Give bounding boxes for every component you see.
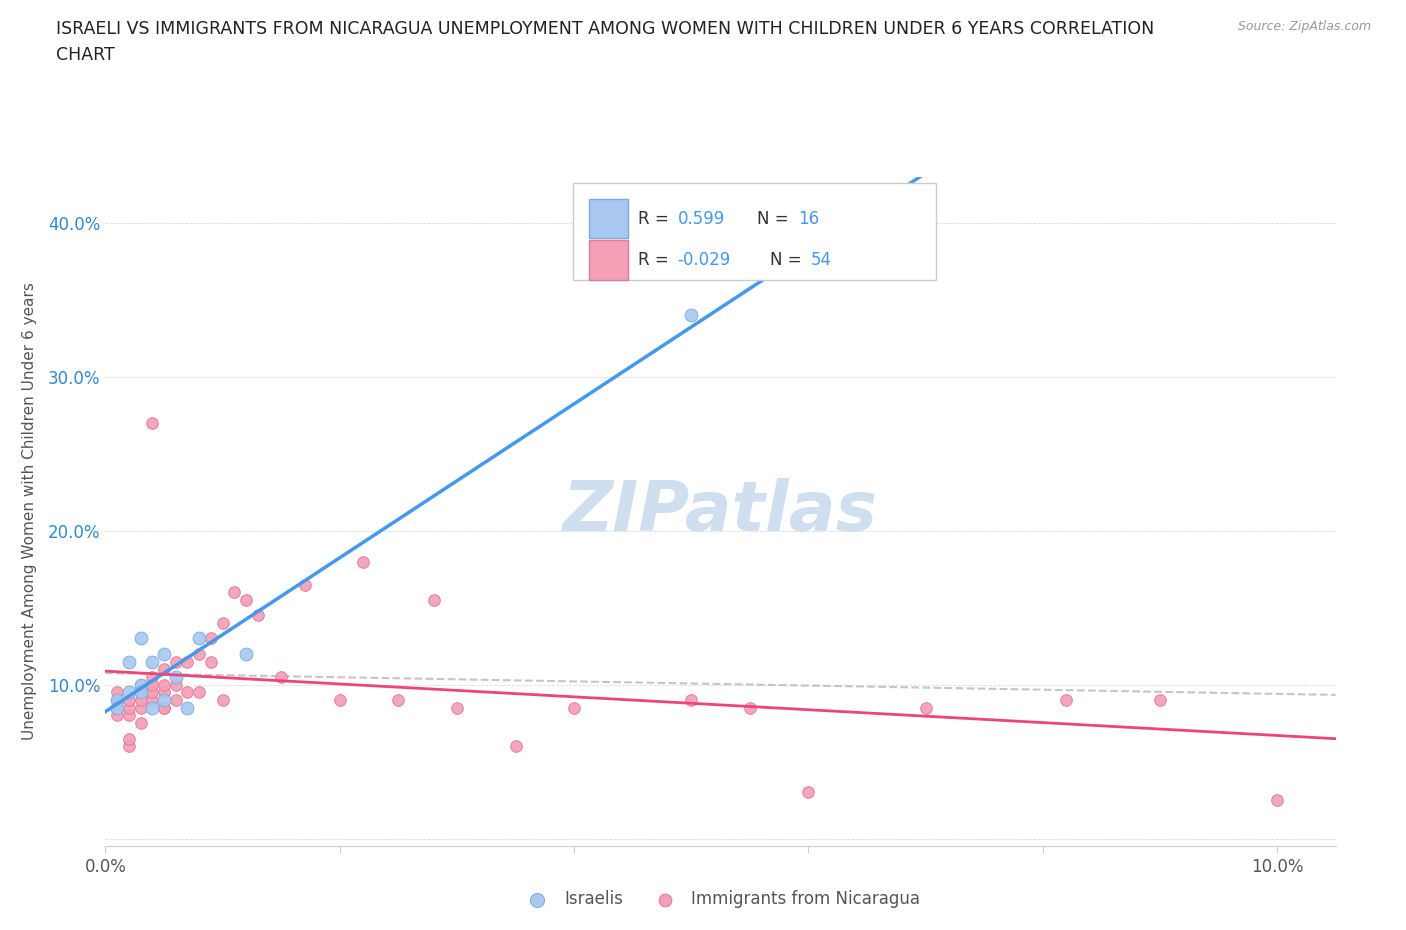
Text: R =: R = — [638, 210, 673, 228]
Point — [165, 677, 187, 692]
Text: R =: R = — [638, 251, 673, 269]
Point — [153, 693, 176, 708]
Point — [188, 684, 211, 699]
Point — [200, 654, 222, 669]
Point — [329, 693, 352, 708]
Point — [681, 693, 703, 708]
Point — [153, 700, 176, 715]
Point — [188, 646, 211, 661]
Text: ZIPatlas: ZIPatlas — [562, 478, 879, 545]
Point — [200, 631, 222, 646]
Point — [141, 700, 163, 715]
Point — [129, 684, 152, 699]
FancyBboxPatch shape — [589, 240, 628, 280]
Point — [105, 700, 128, 715]
Point — [387, 693, 409, 708]
Text: 16: 16 — [799, 210, 820, 228]
Point — [294, 578, 316, 592]
Point — [224, 585, 246, 600]
Point — [129, 684, 152, 699]
Point — [1149, 693, 1171, 708]
Legend: Israelis, Immigrants from Nicaragua: Israelis, Immigrants from Nicaragua — [515, 884, 927, 915]
Point — [153, 646, 176, 661]
Point — [105, 693, 128, 708]
Point — [270, 670, 292, 684]
Point — [141, 693, 163, 708]
Point — [118, 738, 141, 753]
Point — [176, 700, 198, 715]
Point — [141, 670, 163, 684]
Point — [105, 684, 128, 699]
Point — [141, 654, 163, 669]
Text: -0.029: -0.029 — [678, 251, 731, 269]
Point — [118, 708, 141, 723]
Point — [176, 654, 198, 669]
Point — [105, 708, 128, 723]
Point — [738, 700, 761, 715]
Point — [211, 693, 233, 708]
Text: CHART: CHART — [56, 46, 115, 64]
Point — [797, 785, 820, 800]
Point — [129, 693, 152, 708]
Point — [153, 700, 176, 715]
Text: N =: N = — [758, 210, 794, 228]
Point — [211, 616, 233, 631]
Point — [505, 738, 527, 753]
Point — [1054, 693, 1077, 708]
Point — [129, 631, 152, 646]
Point — [176, 684, 198, 699]
Point — [446, 700, 468, 715]
Point — [422, 592, 444, 607]
Point — [118, 654, 141, 669]
Text: 54: 54 — [810, 251, 831, 269]
Point — [246, 608, 269, 623]
Point — [165, 693, 187, 708]
Point — [141, 684, 163, 699]
Point — [141, 416, 163, 431]
FancyBboxPatch shape — [589, 199, 628, 238]
Point — [562, 700, 585, 715]
Point — [165, 654, 187, 669]
Point — [352, 554, 374, 569]
Point — [681, 308, 703, 323]
Point — [235, 646, 257, 661]
Point — [235, 592, 257, 607]
Point — [1265, 792, 1288, 807]
Point — [129, 677, 152, 692]
Point — [153, 662, 176, 677]
Point — [118, 684, 141, 699]
Text: ISRAELI VS IMMIGRANTS FROM NICARAGUA UNEMPLOYMENT AMONG WOMEN WITH CHILDREN UNDE: ISRAELI VS IMMIGRANTS FROM NICARAGUA UNE… — [56, 20, 1154, 38]
Point — [141, 677, 163, 692]
Point — [118, 700, 141, 715]
Text: Source: ZipAtlas.com: Source: ZipAtlas.com — [1237, 20, 1371, 33]
Point — [165, 670, 187, 684]
Point — [129, 716, 152, 731]
Point — [118, 731, 141, 746]
FancyBboxPatch shape — [574, 183, 936, 281]
Point — [118, 693, 141, 708]
Point — [188, 631, 211, 646]
Point — [105, 693, 128, 708]
Point — [129, 700, 152, 715]
Point — [153, 684, 176, 699]
Point — [129, 677, 152, 692]
Point — [153, 677, 176, 692]
Y-axis label: Unemployment Among Women with Children Under 6 years: Unemployment Among Women with Children U… — [22, 283, 37, 740]
Point — [914, 700, 936, 715]
Text: N =: N = — [770, 251, 807, 269]
Text: 0.599: 0.599 — [678, 210, 724, 228]
Point — [105, 700, 128, 715]
